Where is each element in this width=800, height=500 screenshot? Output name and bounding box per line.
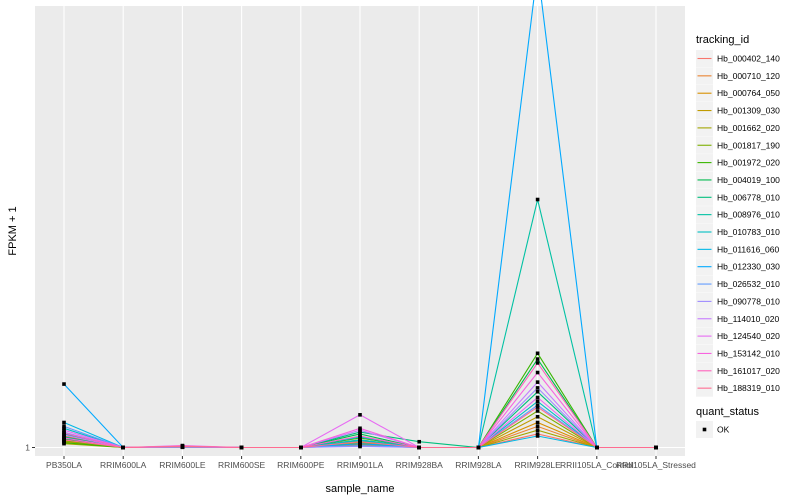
data-point	[358, 441, 362, 446]
data-point	[62, 436, 66, 440]
data-point	[535, 432, 540, 436]
data-point	[358, 444, 362, 449]
data-point	[535, 389, 540, 394]
legend: tracking_id Hb_000402_140Hb_000710_120Hb…	[696, 34, 780, 438]
legend-label: Hb_001662_020	[717, 123, 780, 133]
x-tick-label: RRIM928LA	[455, 460, 502, 470]
data-point	[62, 433, 66, 437]
legend-point-key	[702, 427, 707, 432]
y-tick-label: 1	[25, 443, 30, 453]
legend-shape-items: OK	[696, 421, 730, 438]
data-point	[535, 370, 540, 375]
legend-items: Hb_000402_140 Hb_000710_120 Hb_000764_050 H…	[696, 50, 780, 397]
x-tick-label: RRIM600LA	[100, 460, 147, 470]
data-point	[654, 445, 658, 450]
data-point	[595, 445, 599, 450]
data-point	[535, 357, 540, 361]
x-axis-title: sample_name	[325, 483, 394, 495]
data-point	[535, 380, 540, 384]
data-point	[535, 386, 540, 390]
legend-label: Hb_114010_020	[717, 314, 780, 324]
legend-label: Hb_001309_030	[717, 106, 780, 116]
data-point	[535, 405, 540, 409]
data-point	[358, 434, 362, 438]
legend-label: Hb_006778_010	[717, 192, 780, 202]
data-point	[62, 428, 66, 432]
x-tick-label: RRIM928BA	[396, 460, 444, 470]
data-point	[358, 413, 362, 417]
data-point	[62, 420, 66, 425]
data-point	[62, 431, 66, 435]
x-tick-label: RRIM928LE	[514, 460, 561, 470]
x-axis: PB350LA RRIM600LA RRIM600LE RRIM600SE RRIM60…	[46, 456, 696, 470]
data-point	[535, 428, 540, 432]
data-point	[62, 438, 66, 442]
legend-label: Hb_026532_010	[717, 279, 780, 289]
data-point	[358, 438, 362, 442]
legend-title: tracking_id	[696, 34, 749, 46]
legend-label: Hb_161017_020	[717, 366, 780, 376]
data-point	[476, 445, 481, 450]
legend-label: Hb_153142_010	[717, 348, 780, 358]
y-axis-title: FPKM + 1	[7, 206, 19, 255]
data-point	[417, 439, 421, 444]
data-point	[535, 414, 540, 419]
legend-label: Hb_011616_060	[717, 244, 780, 254]
data-point	[535, 403, 540, 408]
data-point	[299, 445, 303, 450]
data-point	[62, 440, 66, 445]
legend-label: Hb_001817_190	[717, 140, 780, 150]
series-points	[62, 197, 658, 450]
x-tick-label: RRIM600PE	[277, 460, 325, 470]
x-tick-label: RRII105LA_Control	[560, 460, 634, 470]
legend-label: Hb_000402_140	[717, 54, 780, 64]
legend-shape-title: quant_status	[696, 406, 759, 418]
legend-label: OK	[717, 425, 730, 435]
data-point	[535, 420, 540, 425]
data-point	[121, 445, 125, 450]
x-tick-label: RRIM600LE	[159, 460, 206, 470]
data-point	[417, 445, 421, 450]
data-point	[535, 395, 540, 400]
legend-label: Hb_000764_050	[717, 88, 780, 98]
data-point	[358, 428, 362, 432]
data-point	[180, 444, 185, 449]
x-tick-label: RRIM600SE	[218, 460, 266, 470]
data-point	[62, 382, 66, 386]
legend-label: Hb_090778_010	[717, 296, 780, 306]
legend-label: Hb_001972_020	[717, 158, 780, 168]
x-tick-label: RRIM901LA	[337, 460, 384, 470]
data-point	[535, 361, 540, 365]
legend-label: Hb_012330_030	[717, 262, 780, 272]
x-tick-label: RRII105LA_Stressed	[616, 460, 696, 470]
data-point	[535, 197, 540, 202]
legend-label: Hb_000710_120	[717, 71, 780, 81]
data-point	[62, 426, 66, 431]
x-tick-label: PB350LA	[46, 460, 82, 470]
data-point	[358, 432, 362, 436]
data-point	[535, 399, 540, 404]
data-point	[358, 426, 362, 431]
data-point	[358, 430, 362, 434]
data-point	[239, 445, 244, 450]
data-point	[358, 439, 362, 444]
legend-label: Hb_124540_020	[717, 331, 780, 341]
data-point	[535, 351, 540, 356]
data-point	[62, 424, 66, 429]
data-point	[535, 424, 540, 429]
data-point	[535, 434, 540, 438]
legend-label: Hb_188319_010	[717, 383, 780, 393]
legend-label: Hb_010783_010	[717, 227, 780, 237]
data-point	[535, 409, 540, 413]
y-axis: 1	[25, 443, 35, 453]
grid	[35, 6, 685, 456]
legend-label: Hb_004019_100	[717, 175, 780, 185]
legend-label: Hb_008976_010	[717, 210, 780, 220]
